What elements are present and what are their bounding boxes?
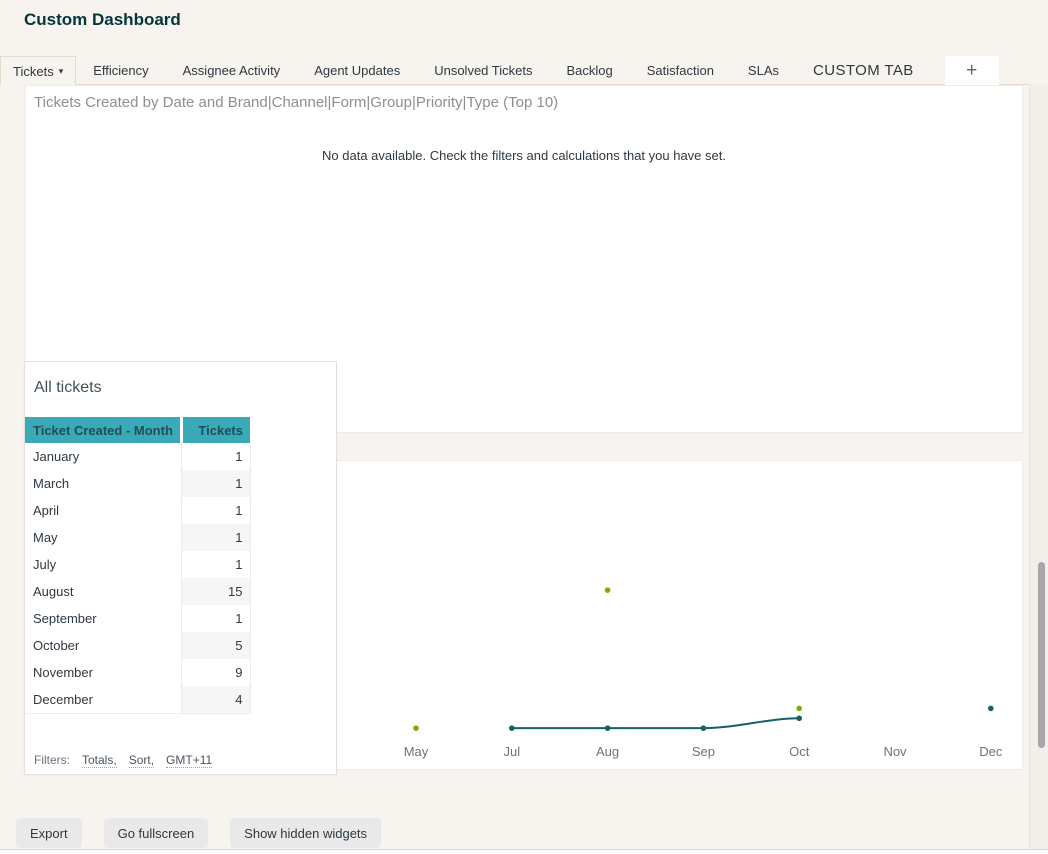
table-header-row: Ticket Created - Month Tickets	[25, 417, 250, 443]
tab-label: Efficiency	[93, 62, 149, 78]
footer-toolbar: Export Go fullscreen Show hidden widgets	[16, 818, 382, 848]
tab-label: Tickets	[13, 63, 54, 79]
add-tab-button[interactable]: +	[944, 56, 999, 85]
tab[interactable]: Efficiency	[76, 56, 165, 84]
tab[interactable]: Unsolved Tickets	[417, 56, 549, 84]
filters-bar: Filters: Totals, Sort, GMT+11	[34, 753, 213, 768]
table-body: January 1 March 1 April 1 May 1 July 1	[25, 443, 251, 714]
data-point[interactable]	[988, 705, 994, 712]
month-cell: August	[33, 584, 74, 599]
filters-label: Filters:	[34, 753, 70, 767]
tab[interactable]: Satisfaction	[630, 56, 731, 84]
table-title: All tickets	[34, 379, 102, 396]
month-cell: March	[33, 476, 70, 491]
go-fullscreen-button[interactable]: Go fullscreen	[103, 818, 209, 848]
filter-links: Totals, Sort, GMT+11	[70, 753, 213, 768]
page-title: Custom Dashboard	[24, 10, 181, 29]
x-axis-label: Dec	[979, 744, 1003, 759]
data-point[interactable]	[604, 725, 611, 731]
table-row: March 1	[25, 470, 251, 497]
month-cell: July	[33, 557, 57, 572]
month-cell: January	[33, 449, 80, 464]
window-bottom-edge	[0, 849, 1048, 854]
table-row: April 1	[25, 497, 251, 524]
data-point[interactable]	[700, 725, 707, 731]
show-hidden-widgets-button[interactable]: Show hidden widgets	[230, 818, 382, 848]
table-row: May 1	[25, 524, 251, 551]
data-point[interactable]	[509, 725, 515, 731]
series-line	[511, 717, 800, 730]
table-row: December 4	[25, 686, 251, 714]
table-row: October 5	[25, 632, 251, 659]
data-point[interactable]	[796, 705, 802, 712]
no-data-message: No data available. Check the filters and…	[322, 148, 726, 163]
month-cell: May	[33, 530, 58, 545]
tab[interactable]: SLAs	[731, 56, 796, 84]
tickets-table: Ticket Created - Month Tickets January 1…	[25, 417, 251, 714]
table-row: January 1	[25, 443, 251, 470]
tab-label: CUSTOM TAB	[813, 61, 914, 79]
chevron-down-icon: ▾	[58, 65, 64, 76]
plus-icon: +	[966, 60, 978, 81]
tab[interactable]: Agent Updates	[297, 56, 417, 84]
tickets-cell: 9	[181, 659, 251, 686]
tab-label: Agent Updates	[314, 62, 401, 78]
tab-label: Satisfaction	[646, 62, 714, 78]
data-point[interactable]	[413, 725, 419, 731]
tab-label: Backlog	[566, 62, 613, 78]
x-axis-label: May	[404, 744, 429, 759]
tab-list: Tickets ▾ Efficiency Assignee Activity A…	[0, 56, 931, 85]
tab-label: SLAs	[747, 62, 779, 78]
tickets-cell: 1	[181, 470, 251, 497]
x-axis-label: Aug	[596, 744, 619, 759]
table-row: July 1	[25, 551, 251, 578]
filter-link[interactable]: Sort,	[128, 753, 155, 768]
line-chart[interactable]: May Jul Aug Sep Oct Nov Dec	[26, 461, 1022, 769]
x-axis-label: Sep	[692, 744, 715, 759]
tickets-cell: 1	[181, 551, 251, 578]
tickets-cell: 15	[181, 578, 251, 605]
month-cell: December	[25, 686, 182, 714]
table-row: November 9	[25, 659, 251, 686]
tab[interactable]: Tickets ▾	[0, 56, 77, 85]
filter-link[interactable]: Totals,	[82, 753, 117, 768]
month-cell: November	[33, 665, 93, 680]
scrollbar-thumb[interactable]	[1038, 562, 1045, 748]
column-header-tickets: Tickets	[180, 417, 250, 443]
export-button[interactable]: Export	[16, 818, 82, 848]
tickets-cell: 1	[181, 443, 251, 470]
x-axis-label: Nov	[883, 744, 907, 759]
tickets-cell: 5	[181, 632, 251, 659]
all-tickets-widget: All tickets Ticket Created - Month Ticke…	[24, 361, 337, 775]
tab-bar: Tickets ▾ Efficiency Assignee Activity A…	[0, 56, 1030, 85]
tickets-cell: 4	[181, 686, 251, 714]
month-cell: September	[33, 611, 97, 626]
data-point[interactable]	[604, 587, 611, 593]
tickets-cell: 1	[181, 524, 251, 551]
widget-title: Tickets Created by Date and Brand|Channe…	[34, 94, 559, 111]
x-axis-label: Jul	[503, 744, 520, 759]
x-axis-label: Oct	[789, 744, 810, 759]
tab-label: Assignee Activity	[182, 62, 281, 78]
data-point[interactable]	[796, 715, 802, 722]
month-cell: April	[33, 503, 60, 518]
tab[interactable]: CUSTOM TAB	[796, 56, 931, 84]
tab[interactable]: Backlog	[549, 56, 629, 84]
month-cell: October	[33, 638, 80, 653]
column-header-month: Ticket Created - Month	[25, 417, 182, 443]
filter-link[interactable]: GMT+11	[166, 753, 213, 768]
tickets-cell: 1	[181, 497, 251, 524]
table-row: September 1	[25, 605, 251, 632]
tab-label: Unsolved Tickets	[434, 62, 533, 78]
tab[interactable]: Assignee Activity	[166, 56, 298, 84]
tickets-cell: 1	[181, 605, 251, 632]
table-row: August 15	[25, 578, 251, 605]
